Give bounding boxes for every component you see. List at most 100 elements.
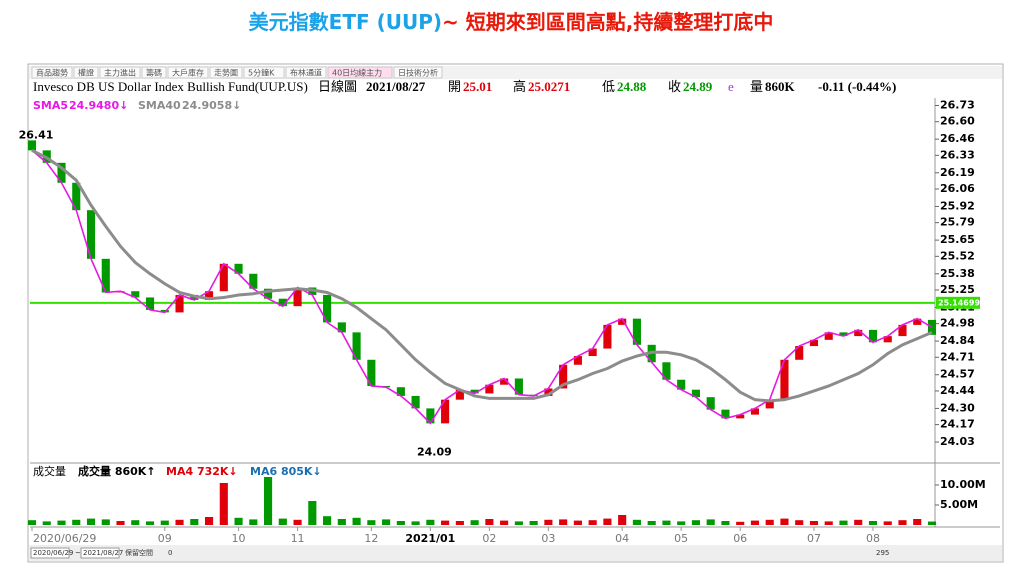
status-bar [29, 545, 1002, 561]
volume-bar [337, 519, 346, 525]
volume-bar [618, 515, 627, 525]
volume-bar [927, 521, 937, 525]
toolbar-tab-label[interactable]: 日技術分析 [398, 68, 438, 78]
quote-volume: 860K [765, 79, 796, 94]
y-tick-label: 24.84 [940, 334, 975, 347]
toolbar-tab-label[interactable]: 商品趨勢 [36, 68, 68, 78]
toolbar-tab-label[interactable]: 布林通道 [290, 68, 322, 78]
volume-bar [559, 519, 568, 525]
x-tick-label: 2020/06/29 [33, 532, 96, 545]
toolbar-tab-label[interactable]: 大戶庫存 [172, 68, 204, 78]
quote-low: 24.88 [617, 79, 647, 94]
volume-bar [795, 520, 804, 525]
toolbar-tab-label[interactable]: 40日均線主力 [332, 68, 382, 78]
legend-name[interactable]: SMA40 [138, 99, 181, 112]
candle-body [750, 408, 760, 415]
candle-body [219, 263, 228, 292]
toolbar-tab[interactable] [209, 66, 243, 79]
footer-range-sep: ~ [75, 549, 81, 557]
candle-body [854, 329, 863, 337]
volume-bar [27, 520, 37, 525]
toolbar-tab[interactable] [73, 66, 99, 79]
candle-body [293, 287, 302, 307]
footer-reserve: 0 [168, 549, 172, 557]
candle-body [234, 263, 243, 274]
volume-bar [175, 519, 184, 525]
volume-bar [367, 520, 376, 525]
volume-bar [647, 521, 656, 525]
volume-bar [913, 519, 922, 525]
volume-bar [485, 519, 494, 525]
volume-bar [765, 519, 774, 525]
y-tick-label: 25.79 [940, 216, 975, 229]
quote-name: Invesco DB US Dollar Index Bullish Fund(… [33, 79, 308, 94]
volume-bar [588, 520, 597, 525]
toolbar-tab-label[interactable]: 走勢圖 [214, 68, 238, 78]
candle-body [455, 389, 464, 400]
quote-open-label: 開 [448, 79, 461, 94]
volume-bar [249, 519, 258, 525]
quote-date: 2021/08/27 [366, 79, 426, 94]
x-tick-label: 02 [482, 532, 496, 545]
candle-body [72, 182, 81, 211]
volume-tick-label: 10.00M [940, 478, 986, 491]
candle-body [603, 324, 612, 349]
toolbar-tab-label[interactable]: 5分鐘K [248, 68, 275, 78]
x-tick-label: 09 [158, 532, 172, 545]
footer-start[interactable]: 2020/06/29 [33, 549, 73, 557]
volume-bar [190, 519, 199, 525]
reference-label: 25.14699 [938, 298, 980, 307]
x-tick-label: 11 [291, 532, 305, 545]
volume-bar [204, 517, 214, 525]
toolbar-tab-label[interactable]: 籌碼 [146, 68, 162, 78]
volume-bar [264, 477, 273, 525]
candle-body [175, 294, 184, 313]
candle-body [264, 288, 273, 299]
y-tick-label: 24.44 [940, 384, 975, 397]
volume-bar [382, 519, 391, 525]
quote-change: -0.11 (-0.44%) [818, 79, 896, 94]
x-tick-label: 08 [866, 532, 880, 545]
toolbar-tab[interactable] [167, 66, 209, 79]
volume-bar [809, 521, 819, 525]
volume-bar [529, 521, 538, 525]
legend-name[interactable]: SMA5 [33, 99, 68, 112]
y-tick-label: 26.60 [940, 115, 975, 128]
toolbar-tab[interactable] [393, 66, 443, 79]
toolbar-tab-label[interactable]: 主力進出 [104, 68, 136, 78]
volume-bar [632, 519, 641, 525]
footer-end[interactable]: 2021/08/27 [83, 549, 123, 557]
candle-body [868, 329, 878, 343]
y-tick-label: 26.06 [940, 182, 975, 195]
y-tick-label: 26.46 [940, 132, 975, 145]
volume-legend: MA6 805K↓ [250, 465, 322, 478]
toolbar-tab[interactable] [285, 66, 327, 79]
toolbar-tab[interactable] [141, 66, 167, 79]
candle-body [706, 397, 715, 410]
toolbar-tab-label[interactable]: 權證 [78, 68, 94, 78]
volume-bar [234, 517, 243, 525]
x-tick-label: 07 [807, 532, 821, 545]
toolbar-tab[interactable] [31, 66, 73, 79]
y-tick-label: 25.52 [940, 249, 975, 262]
x-tick-label: 03 [541, 532, 555, 545]
candle-body [249, 273, 258, 289]
volume-bar [750, 520, 760, 525]
title: 美元指數ETF (UUP)~ 短期來到區間高點,持續整理打底中 [249, 10, 774, 34]
quote-open: 25.01 [463, 79, 492, 94]
volume-bar [308, 501, 317, 525]
volume-bar [101, 519, 110, 525]
x-tick-label: 06 [733, 532, 747, 545]
quote-volume-label: 量 [750, 79, 763, 94]
volume-bar [780, 518, 789, 525]
toolbar-tab[interactable] [99, 66, 141, 79]
date-picker[interactable] [30, 547, 70, 559]
toolbar-tab[interactable] [327, 66, 393, 79]
volume-bar [721, 521, 730, 525]
date-picker[interactable] [80, 547, 120, 559]
candle-body [795, 346, 804, 360]
y-tick-label: 24.57 [940, 368, 975, 381]
footer-reserve-label: 保留空間 [125, 548, 153, 557]
toolbar-tab[interactable] [243, 66, 285, 79]
candle-body [278, 298, 287, 307]
